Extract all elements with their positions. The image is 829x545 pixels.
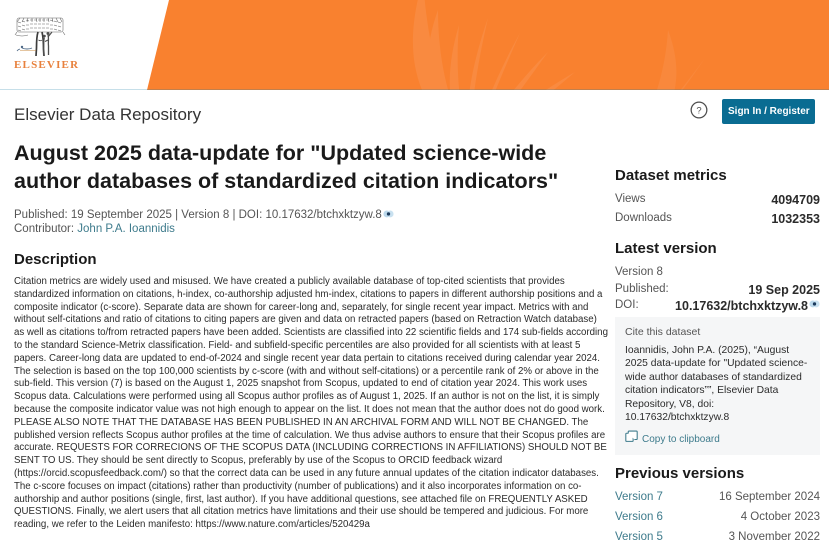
svg-text:?: ?: [696, 106, 701, 117]
